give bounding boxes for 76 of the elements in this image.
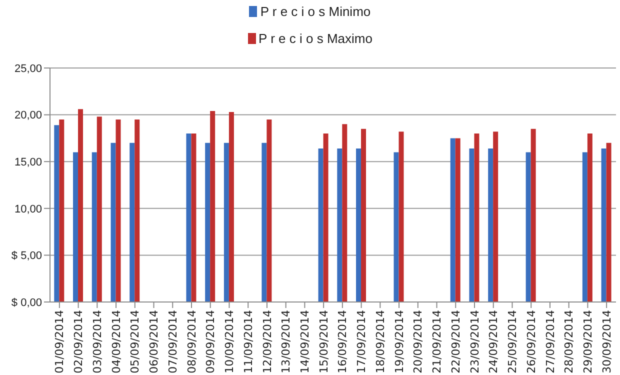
x-tick-label: 23/09/2014 bbox=[468, 310, 482, 374]
x-tick-label: 18/09/2014 bbox=[374, 310, 387, 374]
x-tick-label: 02/09/2014 bbox=[72, 310, 86, 374]
bar bbox=[361, 128, 366, 302]
bar bbox=[582, 152, 588, 302]
x-tick-label: 16/09/2014 bbox=[336, 310, 350, 374]
x-tick-label: 04/09/2014 bbox=[110, 310, 123, 374]
x-tick-label: 22/09/2014 bbox=[449, 310, 462, 374]
x-tick-label: 08/09/2014 bbox=[185, 310, 198, 374]
bar bbox=[110, 142, 116, 302]
bar bbox=[73, 152, 78, 302]
bar bbox=[130, 142, 135, 302]
y-tick-label: 15,00 bbox=[14, 156, 42, 169]
bar bbox=[394, 152, 399, 302]
x-tick-label: 14/09/2014 bbox=[298, 310, 312, 374]
x-tick-label: 24/09/2014 bbox=[487, 310, 500, 374]
bar bbox=[134, 119, 140, 302]
bar bbox=[318, 148, 324, 302]
bar bbox=[488, 148, 494, 302]
x-tick-label: 30/09/2014 bbox=[600, 310, 614, 374]
x-tick-label: 10/09/2014 bbox=[223, 310, 236, 374]
x-tick-label: 19/09/2014 bbox=[392, 310, 406, 374]
x-tick-label: 27/09/2014 bbox=[544, 310, 557, 374]
bar bbox=[356, 148, 362, 302]
bar bbox=[606, 142, 612, 302]
x-tick-label: 20/09/2014 bbox=[412, 310, 425, 374]
x-tick-label: 11/09/2014 bbox=[242, 310, 255, 374]
y-tick-label: 25,00 bbox=[14, 62, 42, 75]
bar bbox=[228, 112, 234, 302]
bar bbox=[92, 152, 97, 302]
bar bbox=[266, 119, 272, 302]
x-tick-label: 21/09/2014 bbox=[430, 310, 444, 374]
x-tick-label: 29/09/2014 bbox=[582, 310, 595, 374]
x-tick-label: 03/09/2014 bbox=[90, 310, 104, 374]
bar bbox=[210, 111, 216, 302]
bar bbox=[262, 142, 267, 302]
bar bbox=[78, 109, 84, 302]
x-tick-label: 12/09/2014 bbox=[260, 310, 274, 374]
bar bbox=[450, 138, 456, 302]
y-tick-label: 20,00 bbox=[14, 110, 42, 122]
x-tick-label: 26/09/2014 bbox=[524, 310, 538, 374]
bar bbox=[191, 134, 196, 302]
bar bbox=[469, 148, 474, 302]
x-tick-label: 06/09/2014 bbox=[148, 310, 161, 374]
bar bbox=[54, 125, 60, 302]
bar bbox=[530, 128, 536, 302]
y-tick-label: 10,00 bbox=[14, 203, 42, 216]
x-tick-label: 28/09/2014 bbox=[562, 310, 576, 374]
y-tick-label: $ 0,00 bbox=[11, 296, 42, 309]
bar bbox=[455, 138, 460, 302]
bar bbox=[474, 134, 480, 302]
x-tick-label: 07/09/2014 bbox=[166, 310, 180, 374]
x-tick-label: 05/09/2014 bbox=[128, 310, 142, 374]
bar bbox=[342, 124, 348, 302]
bar bbox=[398, 132, 404, 302]
bar bbox=[205, 142, 210, 302]
bar bbox=[493, 132, 498, 302]
bar bbox=[587, 134, 592, 302]
x-tick-label: 01/09/2014 bbox=[53, 310, 66, 374]
legend-label: P r e c i o s Maximo bbox=[258, 31, 372, 46]
bar bbox=[96, 116, 102, 302]
y-tick-label: $ 5,00 bbox=[11, 250, 42, 262]
bar bbox=[186, 134, 192, 302]
x-tick-label: 15/09/2014 bbox=[317, 310, 330, 374]
bar bbox=[601, 148, 606, 302]
x-tick-label: 13/09/2014 bbox=[280, 310, 293, 374]
bar bbox=[116, 119, 121, 302]
legend-label: P r e c i o s Minimo bbox=[259, 4, 371, 19]
bar bbox=[59, 119, 64, 302]
bar bbox=[224, 142, 229, 302]
x-tick-label: 25/09/2014 bbox=[506, 310, 520, 374]
bar bbox=[323, 134, 328, 302]
x-tick-label: 09/09/2014 bbox=[204, 310, 218, 374]
bar bbox=[526, 152, 531, 302]
x-tick-label: 17/09/2014 bbox=[355, 310, 368, 374]
bar bbox=[337, 148, 342, 302]
